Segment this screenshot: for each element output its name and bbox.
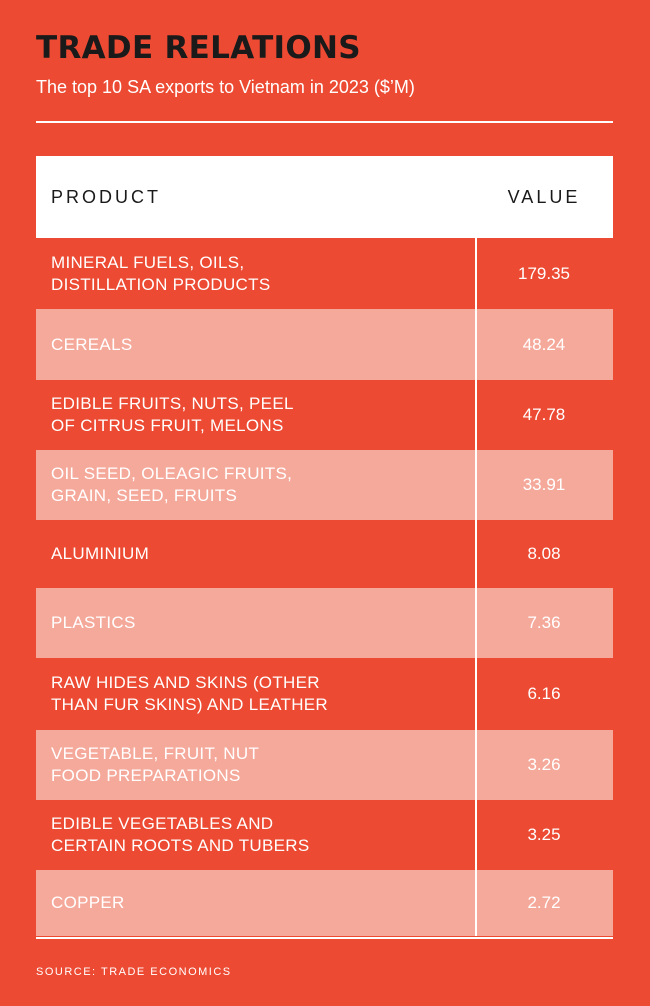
table-row: MINERAL FUELS, OILS, DISTILLATION PRODUC… [36,238,613,309]
product-cell: ALUMINIUM [51,544,150,563]
table-row: OIL SEED, OLEAGIC FRUITS, GRAIN, SEED, F… [36,450,613,520]
product-cell: RAW HIDES AND SKINS (OTHER THAN FUR SKIN… [51,673,328,714]
bottom-divider [36,937,613,939]
table-row: VEGETABLE, FRUIT, NUT FOOD PREPARATIONS 3… [36,730,613,800]
value-cell: 33.91 [522,475,566,494]
table-row: CEREALS 48.24 [36,309,613,380]
value-cell: 3.26 [527,755,561,774]
page-title: TRADE RELATIONS [36,30,361,66]
exports-table: PRODUCT VALUE MINERAL FUELS, OILS, DISTI… [36,156,613,936]
column-header-value: VALUE [507,186,581,207]
table-row: COPPER 2.72 [36,870,613,936]
value-cell: 8.08 [527,544,561,563]
value-cell: 7.36 [527,613,561,632]
top-divider [36,121,613,123]
table-row: EDIBLE VEGETABLES AND CERTAIN ROOTS AND … [36,800,613,870]
table-row: PLASTICS 7.36 [36,588,613,658]
table-body: MINERAL FUELS, OILS, DISTILLATION PRODUC… [36,238,613,936]
product-cell: CEREALS [51,334,133,354]
product-cell: EDIBLE VEGETABLES AND CERTAIN ROOTS AND … [51,814,310,855]
value-cell: 48.24 [522,334,566,354]
product-cell: MINERAL FUELS, OILS, DISTILLATION PRODUC… [51,252,271,294]
product-cell: PLASTICS [51,613,136,632]
table-header: PRODUCT VALUE [36,156,613,238]
subtitle: The top 10 SA exports to Vietnam in 2023… [36,77,415,97]
product-cell: COPPER [51,893,125,912]
value-cell: 179.35 [518,263,570,283]
table-row: EDIBLE FRUITS, NUTS, PEEL OF CITRUS FRUI… [36,380,613,450]
table-row: RAW HIDES AND SKINS (OTHER THAN FUR SKIN… [36,658,613,730]
value-cell: 6.16 [527,684,561,703]
source-note: SOURCE: TRADE ECONOMICS [36,966,232,978]
column-header-product: PRODUCT [51,186,161,207]
product-cell: OIL SEED, OLEAGIC FRUITS, GRAIN, SEED, F… [51,464,293,505]
value-cell: 3.25 [527,825,561,844]
product-cell: EDIBLE FRUITS, NUTS, PEEL OF CITRUS FRUI… [51,394,294,435]
product-cell: VEGETABLE, FRUIT, NUT FOOD PREPARATIONS [51,744,260,785]
value-cell: 47.78 [522,405,566,424]
table-row: ALUMINIUM 8.08 [36,520,613,588]
value-cell: 2.72 [527,893,561,912]
column-divider [475,238,477,936]
